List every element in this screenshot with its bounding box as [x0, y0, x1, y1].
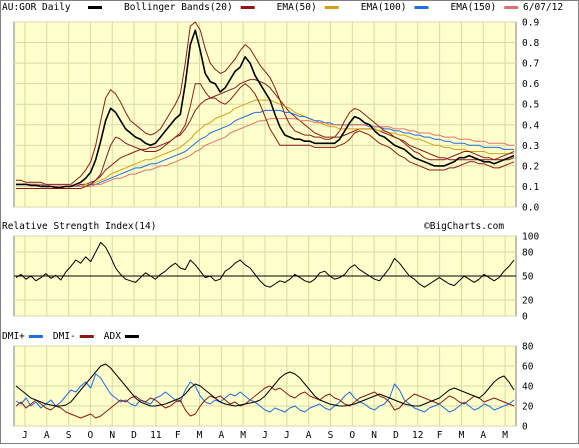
plot-lines — [14, 21, 516, 419]
legend-swatch — [414, 6, 429, 9]
y-tick-label: 0.3 — [522, 141, 539, 152]
y-tick-label: 0 — [522, 312, 528, 323]
x-tick-label: M — [502, 430, 508, 441]
y-tick-label: 0.9 — [522, 18, 539, 29]
series-line-ema-100- — [16, 99, 514, 187]
x-tick-label: A — [480, 430, 486, 441]
series-line-dmi- — [15, 373, 515, 413]
y-tick-label: 50 — [522, 272, 534, 283]
x-tick-label: M — [459, 430, 465, 441]
dmi-legend: DMI+ DMI- ADX — [2, 331, 139, 342]
x-tick-label: S — [66, 430, 72, 441]
rsi-title: Relative Strength Index(14) — [2, 221, 156, 232]
dmi-legend-swatch — [79, 335, 94, 338]
x-tick-label: N — [371, 430, 377, 441]
dmi-legend-label: DMI+ — [2, 331, 25, 342]
date-label: 6/07/12 — [523, 2, 563, 13]
y-tick-label: 0.0 — [522, 203, 539, 214]
y-tick-label: 0.7 — [522, 59, 539, 70]
series-line-adx — [15, 363, 515, 407]
x-tick-label: O — [88, 430, 94, 441]
y-tick-label: 0.5 — [522, 100, 539, 111]
y-tick-label: 100 — [522, 232, 539, 243]
x-tick-label: A — [44, 430, 50, 441]
x-tick-label: A — [218, 430, 224, 441]
series-line-bollinger-lower — [16, 83, 515, 189]
series-line-bollinger-upper — [16, 21, 515, 185]
dmi-legend-label: DMI- — [53, 331, 76, 342]
legend-swatch — [240, 6, 255, 9]
legend-label: Bollinger Bands(20) — [124, 2, 233, 13]
x-tick-label: M — [240, 430, 246, 441]
x-tick-label: J — [284, 430, 290, 441]
x-tick-label: D — [131, 430, 137, 441]
legend-label: EMA(100) — [361, 2, 407, 13]
x-tick-label: N — [109, 430, 115, 441]
dmi-legend-swatch — [28, 335, 43, 338]
y-tick-label: 0 — [522, 422, 528, 433]
y-tick-label: 0.8 — [522, 38, 539, 49]
y-tick-label: 20 — [522, 402, 534, 413]
watermark: ©BigCharts.com — [424, 221, 504, 232]
y-tick-label: 80 — [522, 342, 534, 353]
y-axis-labels: 0.9 0.8 0.7 0.6 0.5 0.4 0.3 0.2 0.1 0.0 100 80 50 20 0… — [522, 18, 539, 433]
x-tick-label: S — [328, 430, 334, 441]
x-tick-label: F — [437, 430, 443, 441]
series-line-au-gor-daily — [16, 29, 515, 189]
x-tick-label: F — [175, 430, 181, 441]
grid-lines — [14, 21, 516, 427]
legend-swatch — [324, 6, 339, 9]
series-line-dmi- — [15, 385, 515, 419]
dmi-legend-swatch — [124, 335, 139, 338]
x-tick-label: 11 — [150, 430, 162, 441]
y-tick-label: 60 — [522, 362, 534, 373]
series-line-unlabeled — [16, 118, 514, 187]
series-line-ema-50- — [16, 79, 515, 187]
legend-row: Bollinger Bands(20) EMA(50) EMA(100) EMA(15… — [88, 2, 519, 13]
y-tick-label: 40 — [522, 382, 534, 393]
dmi-legend-label: ADX — [104, 331, 121, 342]
y-tick-label: 0.6 — [522, 79, 539, 90]
x-tick-label: 12 — [412, 430, 423, 441]
y-tick-label: 0.1 — [522, 182, 539, 193]
x-tick-label: J — [262, 430, 268, 441]
x-tick-label: M — [197, 430, 203, 441]
x-tick-label: O — [349, 430, 355, 441]
y-tick-label: 20 — [522, 296, 534, 307]
legend-label: EMA(50) — [277, 2, 317, 13]
x-axis-labels: J A S O N D 11 F M A M J J A S O N D 12 F M A M — [22, 430, 508, 441]
series-line-ema-150- — [16, 109, 514, 187]
y-tick-label: 80 — [522, 248, 534, 259]
legend-label: EMA(150) — [450, 2, 496, 13]
x-tick-label: A — [306, 430, 312, 441]
legend-swatch — [88, 6, 102, 9]
y-tick-label: 0.4 — [522, 120, 539, 131]
x-tick-label: J — [22, 430, 28, 441]
price-title: AU:GOR Daily — [2, 2, 71, 13]
legend-swatch — [504, 6, 519, 9]
series-line-relative-strength-index-14- — [15, 241, 515, 288]
y-tick-label: 0.2 — [522, 161, 539, 172]
x-tick-label: D — [393, 430, 399, 441]
